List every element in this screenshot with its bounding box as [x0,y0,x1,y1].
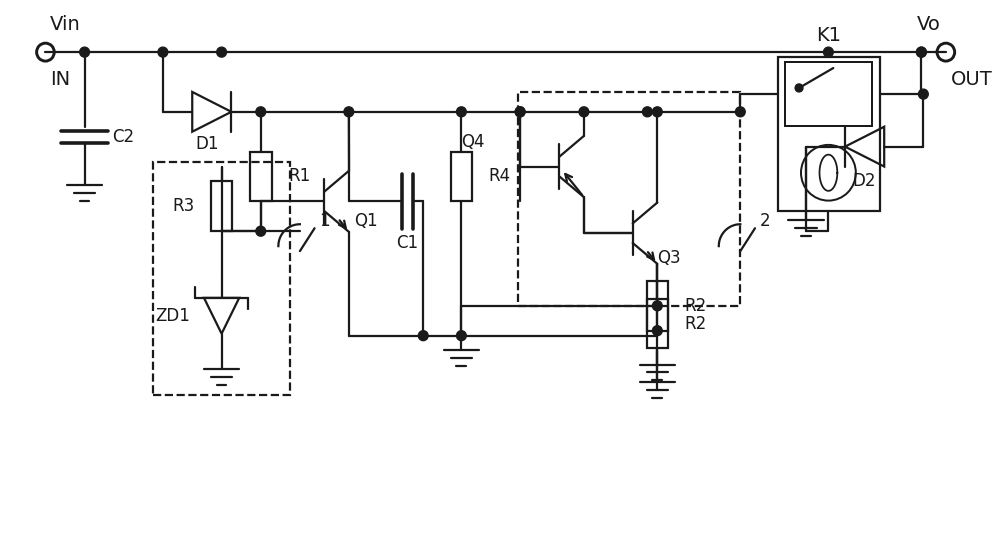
Circle shape [916,47,926,57]
Circle shape [80,47,89,57]
Text: Vo: Vo [917,15,941,34]
Bar [153,162,290,395]
Text: ZD1: ZD1 [155,307,190,325]
Text: Q3: Q3 [657,249,681,267]
Circle shape [217,47,226,57]
Circle shape [456,331,466,341]
Circle shape [795,84,803,92]
Text: C1: C1 [396,234,419,252]
Bar [250,151,272,201]
Text: IN: IN [50,70,70,89]
Text: R3: R3 [172,197,194,215]
Circle shape [418,331,428,341]
Circle shape [158,47,168,57]
Text: D2: D2 [853,173,876,190]
Circle shape [344,107,354,117]
Circle shape [652,107,662,117]
Circle shape [256,226,266,236]
Text: R1: R1 [288,168,310,186]
Text: C2: C2 [112,128,134,146]
Text: K1: K1 [816,26,841,45]
Bar [778,57,880,212]
Circle shape [456,107,466,117]
Text: R4: R4 [489,168,511,186]
Circle shape [735,107,745,117]
Text: R2: R2 [685,314,707,333]
Circle shape [824,47,833,57]
Text: 1: 1 [319,212,330,230]
Circle shape [916,47,926,57]
Circle shape [515,107,525,117]
Circle shape [652,326,662,335]
Text: D1: D1 [195,135,219,153]
Text: Vin: Vin [50,15,81,34]
Bar [647,281,668,331]
Bar [211,181,232,231]
Bar [518,92,740,306]
Bar [647,299,668,348]
Circle shape [918,89,928,99]
Text: R2: R2 [685,297,707,315]
Circle shape [579,107,589,117]
Bar [451,151,472,201]
Text: Q4: Q4 [461,133,485,150]
Circle shape [652,301,662,311]
Circle shape [515,107,525,117]
Text: Q1: Q1 [354,212,377,230]
Circle shape [256,107,266,117]
Circle shape [642,107,652,117]
Text: OUT: OUT [951,70,992,89]
Text: 2: 2 [760,212,771,230]
Bar [785,62,872,127]
